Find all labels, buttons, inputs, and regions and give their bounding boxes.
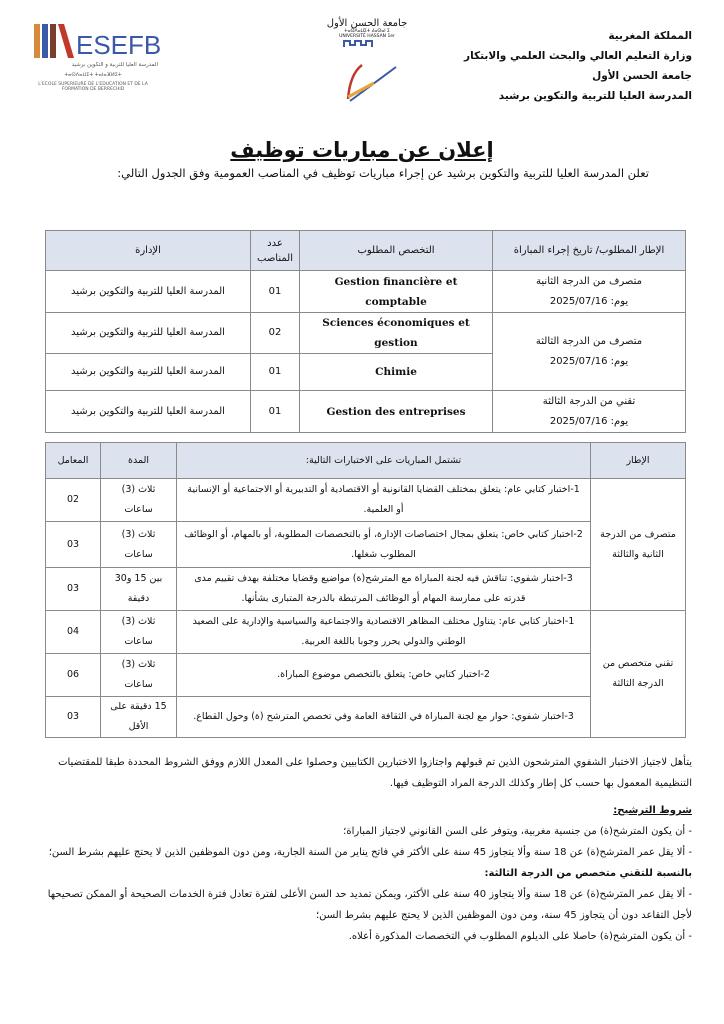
- table-row: 3-اختبار شفوي: حوار مع لجنة المباراة في …: [45, 696, 686, 738]
- exams-table: الإطار تشتمل المباريات على الاختبارات ال…: [45, 442, 686, 738]
- esefb-logo: ESEFB المدرسة العليا للتربية و التكوين ب…: [28, 22, 168, 102]
- test-cell: 3-اختبار شفوي: حوار مع لجنة المباراة في …: [176, 696, 591, 738]
- specialty-cell: Gestion des entreprises: [299, 390, 493, 433]
- coef-cell: 06: [45, 653, 101, 697]
- condition-item: - أن يكون المترشح(ة) حاصلا على الديلوم ا…: [348, 931, 692, 942]
- esefb-logo-icon: [34, 24, 74, 58]
- test-cell: 2-اختبار كتابي خاص: يتعلق بمجال اختصاصات…: [176, 521, 591, 568]
- condition-item: - أن يكون المترشح(ة) من جنسية مغربية، وي…: [343, 826, 692, 837]
- col-header: المعامل: [45, 442, 101, 479]
- grade-cell: متصرف من الدرجة الثانية يوم: 2025/07/16: [492, 270, 686, 313]
- coef-cell: 03: [45, 567, 101, 611]
- col-header: الإطار المطلوب/ تاريخ إجراء المباراة: [492, 230, 686, 271]
- specialty-cell: Gestion financière et comptable: [299, 270, 493, 313]
- col-header: الإطار: [590, 442, 686, 479]
- test-cell: 2-اختبار كتابي خاص: يتعلق بالتخصص موضوع …: [176, 653, 591, 697]
- table-row: متصرف من الدرجة الثانية والثالثة 1-اختبا…: [45, 478, 686, 611]
- coef-cell: 02: [45, 478, 101, 522]
- page-title: إعلان عن مباريات توظيف: [230, 138, 494, 162]
- duration-cell: بين 15 و30 دقيقة: [100, 567, 177, 611]
- admin-cell: المدرسة العليا للتربية والتكوين برشيد: [45, 353, 251, 391]
- university-tifinagh: ⵜⴰⵙⴷⴰⵡⵉⵜ ⵃⴰⵙⴰⵏ ⵉ: [344, 29, 390, 34]
- col-header: عدد المناصب: [250, 230, 300, 271]
- duration-cell: ثلاث (3) ساعات: [100, 610, 177, 654]
- admin-cell: المدرسة العليا للتربية والتكوين برشيد: [45, 390, 251, 433]
- table-row: متصرف من الدرجة الثالثة يوم: 2025/07/16 S…: [45, 312, 686, 391]
- positions-table: الإطار المطلوب/ تاريخ إجراء المباراة الت…: [45, 230, 686, 433]
- condition-item: - ألا يقل عمر المترشح(ة) عن 18 سنة وألا …: [47, 889, 692, 921]
- table-row: 3-اختبار شفوي: تناقش فيه لجنة المباراة م…: [45, 567, 686, 611]
- esefb-french: L'ECOLE SUPERIEURE DE L'EDUCATION ET DE …: [38, 82, 148, 92]
- col-header: تشتمل المباريات على الاختبارات التالية:: [176, 442, 591, 479]
- table-row: 2-اختبار كتابي خاص: يتعلق بالتخصص موضوع …: [45, 653, 686, 697]
- admin-cell: المدرسة العليا للتربية والتكوين برشيد: [45, 312, 251, 354]
- table-row: 2-اختبار كتابي خاص: يتعلق بمجال اختصاصات…: [45, 521, 686, 568]
- grade-cell: تقني متخصص من الدرجة الثالثة: [590, 610, 686, 738]
- col-header: المدة: [100, 442, 177, 479]
- grade-cell: متصرف من الدرجة الثالثة يوم: 2025/07/16: [492, 312, 686, 391]
- col-header: الإدارة: [45, 230, 251, 271]
- duration-cell: 15 دقيقة على الأقل: [100, 696, 177, 738]
- coef-cell: 03: [45, 696, 101, 738]
- count-cell: 02: [250, 312, 300, 354]
- col-header: التخصص المطلوب: [299, 230, 493, 271]
- specialty-cell: Chimie: [299, 353, 493, 391]
- test-cell: 1-اختبار كتابي عام: يتعلق بمختلف القضايا…: [176, 478, 591, 522]
- conditions-heading: شروط الترشيح:: [613, 805, 692, 816]
- intro-text: تعلن المدرسة العليا للتربية والتكوين برش…: [117, 166, 649, 180]
- university-logo: جامعة الحسن الأول ⵜⴰⵙⴷⴰⵡⵉⵜ ⵃⴰⵙⴰⵏ ⵉ UNIVE…: [322, 18, 412, 118]
- conditions-subheading: بالنسبة للتقني متخصص من الدرجة الثالثة:: [484, 868, 692, 879]
- condition-item: - ألا يقل عمر المترشح(ة) عن 18 سنة وألا …: [48, 847, 692, 858]
- esefb-arabic: المدرسة العليا للتربية و التكوين برشيد: [71, 62, 158, 68]
- conditions-section: شروط الترشيح: - أن يكون المترشح(ة) من جن…: [28, 800, 692, 947]
- duration-cell: ثلاث (3) ساعات: [100, 653, 177, 697]
- test-cell: 1-اختبار كتابي عام: يتناول مختلف المظاهر…: [176, 610, 591, 654]
- esefb-acronym: ESEFB: [76, 30, 162, 60]
- grade-cell: متصرف من الدرجة الثانية والثالثة: [590, 478, 686, 611]
- ministry-header: المملكة المغربية وزارة التعليم العالي وا…: [464, 26, 692, 106]
- table-row: تقني متخصص من الدرجة الثالثة 1-اختبار كت…: [45, 610, 686, 738]
- count-cell: 01: [250, 390, 300, 433]
- test-cell: 3-اختبار شفوي: تناقش فيه لجنة المباراة م…: [176, 567, 591, 611]
- header-line: وزارة التعليم العالي والبحث العلمي والاب…: [464, 50, 692, 62]
- count-cell: 01: [250, 353, 300, 391]
- coef-cell: 03: [45, 521, 101, 568]
- specialty-cell: Sciences économiques et gestion: [299, 312, 493, 354]
- grade-cell: تقني من الدرجة الثالثة يوم: 2025/07/16: [492, 390, 686, 433]
- university-french: UNIVERSITÉ HASSAN 1er: [339, 34, 395, 39]
- table-row: Chimie 01 المدرسة العليا للتربية والتكوي…: [45, 353, 686, 391]
- count-cell: 01: [250, 270, 300, 313]
- university-arabic: جامعة الحسن الأول: [326, 18, 408, 29]
- header-line: المدرسة العليا للتربية والتكوين برشيد: [498, 90, 692, 102]
- header-line: المملكة المغربية: [608, 30, 692, 42]
- university-emblem-icon: [343, 40, 397, 102]
- admin-cell: المدرسة العليا للتربية والتكوين برشيد: [45, 270, 251, 313]
- duration-cell: ثلاث (3) ساعات: [100, 478, 177, 522]
- table-row: متصرف من الدرجة الثانية يوم: 2025/07/16 G…: [45, 270, 686, 313]
- header-line: جامعة الحسن الأول: [592, 70, 692, 82]
- coef-cell: 04: [45, 610, 101, 654]
- oral-note: يتأهل لاجتياز الاختبار الشفوي المترشحون …: [58, 757, 692, 789]
- table-row: تقني من الدرجة الثالثة يوم: 2025/07/16 Ge…: [45, 390, 686, 433]
- duration-cell: ثلاث (3) ساعات: [100, 521, 177, 568]
- esefb-tifinagh: ⵜⴰⵙⴷⴰⵡⵉⵜ ⵜⴰⵏⴰⴼⵍⵉⵜ: [64, 72, 122, 78]
